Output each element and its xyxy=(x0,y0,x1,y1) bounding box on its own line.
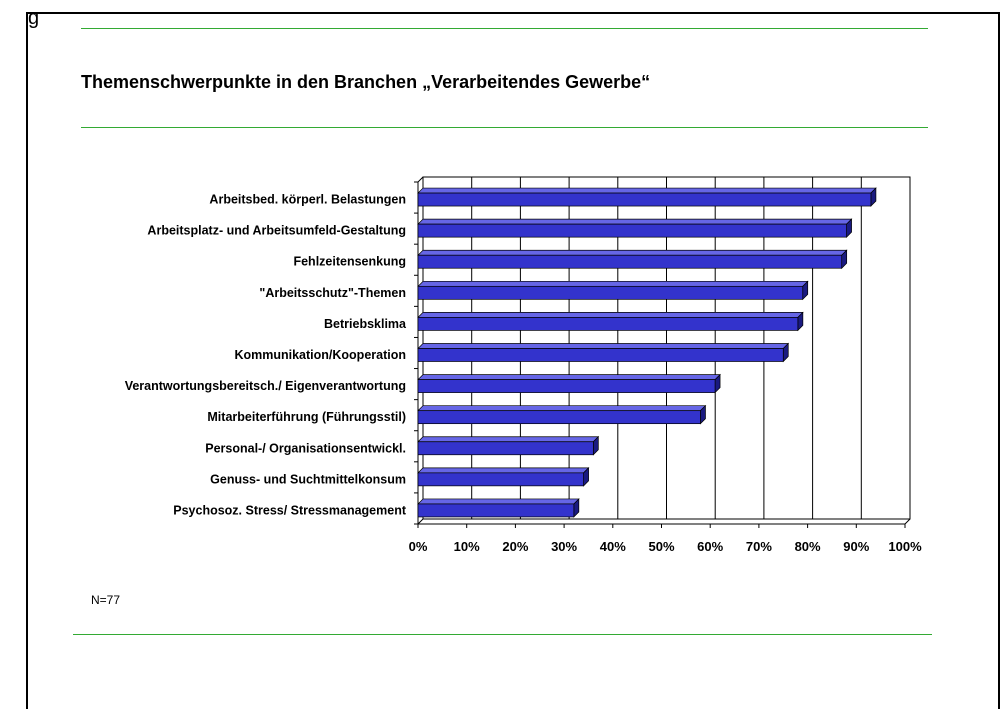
divider-top xyxy=(81,28,928,29)
category-label: Betriebsklima xyxy=(324,317,407,331)
bar-top xyxy=(417,436,600,443)
category-label: Personal-/ Organisationsentwickl. xyxy=(205,441,406,455)
category-label: Verantwortungsbereitsch./ Eigenverantwor… xyxy=(125,379,406,393)
bar-top xyxy=(417,280,809,287)
x-tick-label: 90% xyxy=(843,539,869,554)
bar xyxy=(417,254,843,269)
x-tick-label: 20% xyxy=(502,539,528,554)
bar xyxy=(417,441,594,456)
divider-bottom xyxy=(73,634,932,635)
plot-edge xyxy=(417,518,424,525)
bar xyxy=(417,223,847,238)
bar xyxy=(417,285,804,300)
bar-top xyxy=(417,187,877,194)
bar-top xyxy=(417,405,707,412)
category-label: Fehlzeitensenkung xyxy=(293,255,406,269)
bar-top xyxy=(417,218,853,225)
bar-top xyxy=(417,374,721,380)
category-label: Psychosoz. Stress/ Stressmanagement xyxy=(173,503,407,517)
bar xyxy=(417,472,584,487)
category-label: Genuss- und Suchtmittelkonsum xyxy=(210,472,406,486)
x-tick-label: 60% xyxy=(697,539,723,554)
category-label: Mitarbeiterführung (Führungsstil) xyxy=(207,410,406,424)
bar xyxy=(417,348,784,362)
sample-size-note: N=77 xyxy=(91,593,121,607)
chart-title: Themenschwerpunkte in den Branchen „Vera… xyxy=(81,72,651,92)
x-tick-label: 80% xyxy=(795,539,821,554)
bar-top xyxy=(417,467,590,474)
plot-edge xyxy=(904,518,911,525)
slide-frame: g xyxy=(26,7,1000,709)
bar-top xyxy=(417,498,580,505)
x-tick-label: 10% xyxy=(454,539,480,554)
x-tick-label: 70% xyxy=(746,539,772,554)
bar xyxy=(417,410,701,425)
x-tick-label: 100% xyxy=(888,539,922,554)
bar-top xyxy=(417,312,804,318)
bar xyxy=(417,503,575,518)
category-label: Kommunikation/Kooperation xyxy=(234,348,406,362)
bar-top xyxy=(417,249,848,256)
divider-title xyxy=(81,127,928,128)
x-tick-label: 50% xyxy=(648,539,674,554)
bar xyxy=(417,192,872,207)
x-tick-label: 40% xyxy=(600,539,626,554)
category-label: Arbeitsbed. körperl. Belastungen xyxy=(209,193,406,207)
bar-top xyxy=(417,343,790,349)
category-label: "Arbeitsschutz"-Themen xyxy=(259,286,406,300)
bar xyxy=(417,379,716,393)
x-tick-label: 0% xyxy=(409,539,428,554)
x-tick-label: 30% xyxy=(551,539,577,554)
category-label: Arbeitsplatz- und Arbeitsumfeld-Gestaltu… xyxy=(147,224,406,238)
bar xyxy=(417,317,799,331)
cropped-text-fragment: g xyxy=(28,7,40,29)
plot-edge xyxy=(417,176,424,183)
